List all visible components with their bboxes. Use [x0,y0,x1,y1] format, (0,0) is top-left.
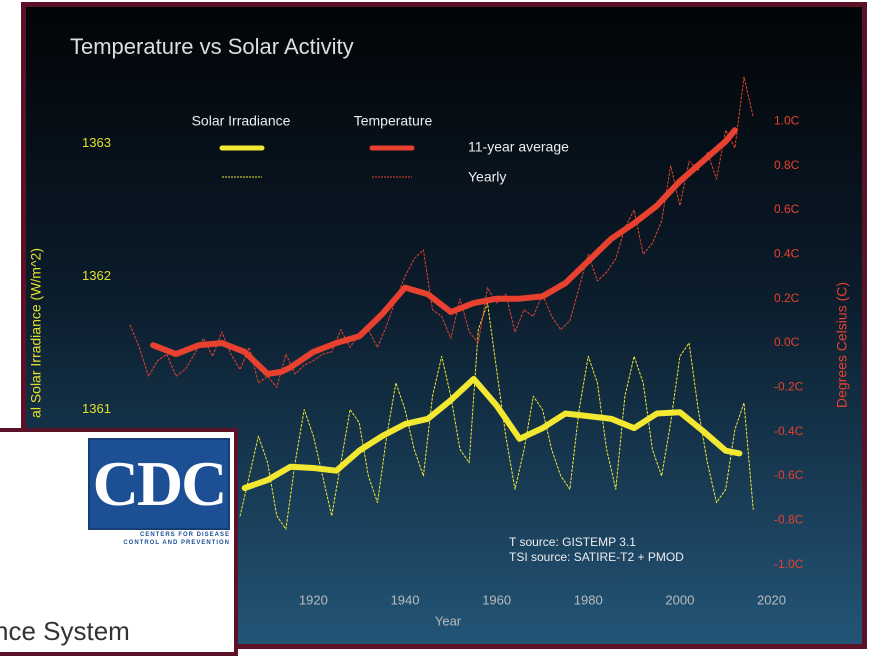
legend-row: 11-year average [468,139,569,155]
x-tick-label: 1980 [574,592,603,607]
x-tick-label: 1960 [482,592,511,607]
y-tick-label: 1361 [82,401,111,416]
y2-tick-label: 1.0C [774,114,800,128]
logo-caption: CONTROL AND PREVENTION [123,540,230,546]
y2-tick-label: -0.4C [774,424,804,438]
y2-tick-label: -0.2C [774,380,804,394]
x-axis-label: Year [435,613,462,628]
x-tick-label: 2000 [665,592,694,607]
cdc-logo: CDC [88,438,230,530]
y2-tick-label: 0.8C [774,158,800,172]
annotation: T source: GISTEMP 3.1 [509,535,636,549]
y2-tick-label: 0.4C [774,247,800,261]
y2-tick-label: 0.0C [774,335,800,349]
x-tick-label: 1940 [391,592,420,607]
y2-axis-label: Degrees Celsius (C) [834,282,850,408]
cdc-overlay: CDC CENTERS FOR DISEASE CONTROL AND PREV… [0,428,238,656]
legend-column: Solar Irradiance [192,113,291,129]
average-line [241,375,743,491]
slide-text: nce System [0,616,130,646]
logo-caption: CENTERS FOR DISEASE [139,532,230,538]
y2-tick-label: 0.6C [774,202,800,216]
yearly-line [129,76,754,388]
y-tick-label: 1362 [82,268,111,283]
chart-title: Temperature vs Solar Activity [70,34,354,59]
x-tick-label: 1920 [299,592,328,607]
x-tick-label: 2020 [757,592,786,607]
plot: Temperature vs Solar Activity Year al So… [28,34,850,629]
legend-column: Temperature [354,113,433,129]
y2-tick-label: -0.6C [774,468,804,482]
y-axis-label: al Solar Irradiance (W/m^2) [28,248,44,418]
annotation: TSI source: SATIRE-T2 + PMOD [509,550,684,564]
y2-tick-label: -1.0C [774,557,804,571]
legend-row: Yearly [468,169,506,185]
yearly-line [239,302,754,530]
average-line [150,127,738,377]
y2-tick-label: 0.2C [774,291,800,305]
y-tick-label: 1363 [82,135,111,150]
y2-tick-label: -0.8C [774,513,804,527]
